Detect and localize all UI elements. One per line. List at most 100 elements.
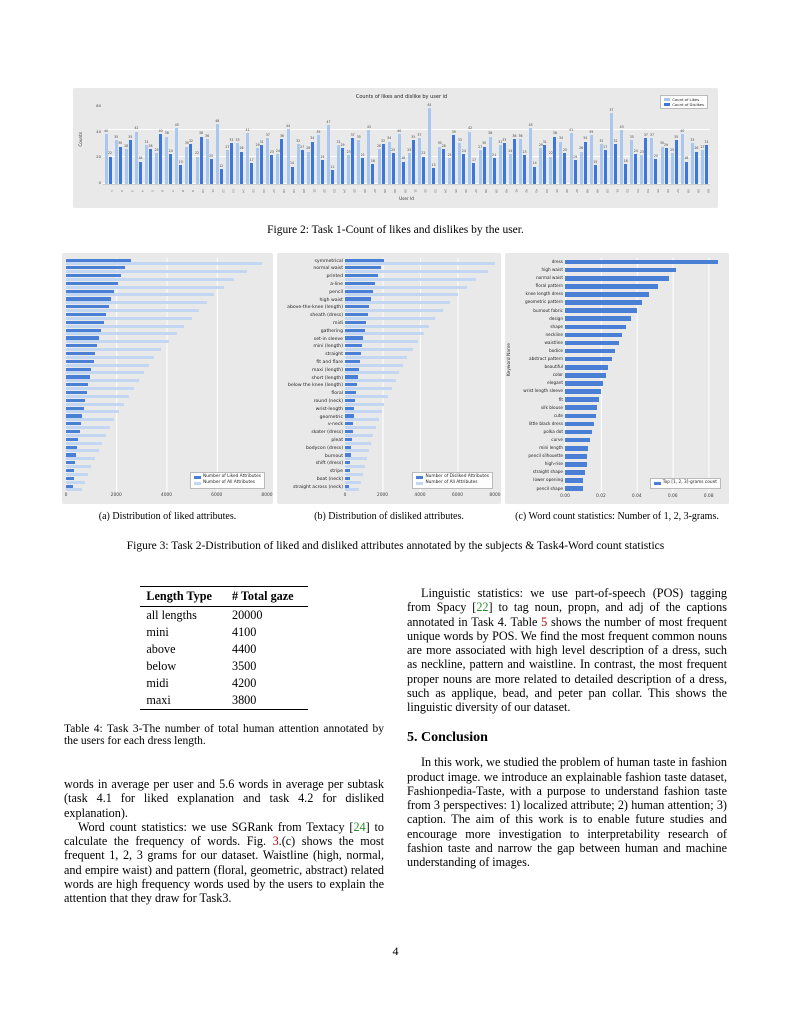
bar: 15 <box>593 160 597 184</box>
bars <box>66 265 267 274</box>
bar: 21 <box>448 153 452 184</box>
bar <box>345 453 351 457</box>
category-label: v-neck <box>327 422 343 428</box>
category-row: high-rise <box>509 460 723 469</box>
bar-value-label: 19 <box>573 155 578 160</box>
bar <box>66 422 81 426</box>
bar-group: 28 35 <box>123 103 133 184</box>
bar <box>66 359 94 363</box>
bar-value-label: 24 <box>275 148 280 153</box>
bars <box>66 484 267 492</box>
paragraph-linguistic-statistics: Linguistic statistics: we use part-of-sp… <box>407 586 727 714</box>
bar <box>345 430 353 434</box>
bars <box>565 355 723 364</box>
x-tick-label: 0.08 <box>703 493 714 499</box>
bar <box>345 281 375 285</box>
x-tick-label: 36 <box>463 188 468 193</box>
bar-group: 33 24 <box>457 103 467 184</box>
bar: 22 <box>549 152 553 184</box>
category-row <box>66 390 267 399</box>
category-row: fit and flare <box>281 359 495 368</box>
bar-value-label: 27 <box>225 145 230 150</box>
bar-value-label: 16 <box>623 158 628 163</box>
bars <box>345 328 495 336</box>
bar-group: 35 24 <box>629 103 639 184</box>
category-label: bodice <box>549 347 563 353</box>
internal-ref-link[interactable]: 5 <box>541 614 548 629</box>
table4-caption: Table 4: Task 3-The number of total huma… <box>64 723 384 747</box>
bar-group: 26 34 <box>578 103 588 184</box>
bar-group: 32 27 <box>598 103 608 184</box>
bar: 30 <box>438 142 442 184</box>
bar <box>565 486 583 491</box>
bar: 31 <box>543 140 547 184</box>
bar <box>66 320 104 324</box>
bar: 44 <box>286 124 290 184</box>
category-label: polka dot <box>543 428 564 434</box>
table-cell: maxi <box>146 693 171 707</box>
bars <box>66 351 267 360</box>
bar <box>66 266 126 270</box>
category-label: normal waist <box>313 266 343 272</box>
bars <box>345 421 495 430</box>
bar <box>345 347 413 352</box>
bar <box>345 476 350 480</box>
bar-group: 42 17 <box>467 103 477 184</box>
bar <box>66 308 200 313</box>
category-row <box>66 265 267 274</box>
bar <box>66 281 118 285</box>
bar-value-label: 29 <box>664 142 669 147</box>
bar <box>345 410 382 414</box>
x-tick-label: 14 <box>241 188 246 193</box>
bars <box>345 382 495 391</box>
bar-group: 48 12 <box>214 103 224 184</box>
internal-ref-link[interactable]: 3 <box>272 834 279 849</box>
bar <box>345 332 424 336</box>
category-label: knee length dress <box>525 291 563 297</box>
bar: 29 <box>256 143 260 184</box>
bar-group: 61 13 <box>427 103 437 184</box>
bar-value-label: 31 <box>704 140 709 145</box>
bar: 25 <box>155 148 159 184</box>
bar-value-label: 24 <box>461 148 466 153</box>
bar-value-label: 36 <box>518 133 523 138</box>
paragraph-conclusion: In this work, we studied the problem of … <box>407 755 727 869</box>
bars <box>565 387 723 396</box>
bars <box>565 419 723 428</box>
x-tick-label: 53 <box>635 188 640 193</box>
bar-value-label: 32 <box>188 138 193 143</box>
bar: 30 <box>185 142 189 184</box>
category-row: a-line <box>281 281 495 290</box>
x-tick-label: 43 <box>534 188 539 193</box>
bar <box>66 328 102 332</box>
legend-label: Count of Dislikes <box>672 101 704 107</box>
bar-value-label: 30 <box>437 141 442 146</box>
bars <box>565 395 723 404</box>
citation-link[interactable]: 22 <box>476 600 489 615</box>
category-row: set-in sleeve <box>281 335 495 344</box>
bar <box>345 437 352 441</box>
bar-value-label: 37 <box>265 132 270 137</box>
x-tick-label: 55 <box>656 188 661 193</box>
category-row: above-the-knee (length) <box>281 304 495 313</box>
bar-value-label: 26 <box>239 146 244 151</box>
bars <box>345 429 495 438</box>
bar-value-label: 17 <box>249 157 254 162</box>
category-label: floral pattern <box>535 283 563 289</box>
citation-link[interactable]: 24 <box>353 819 366 834</box>
x-tick-label: 13 <box>231 188 236 193</box>
category-row <box>66 406 267 414</box>
x-tick-label: 21 <box>312 188 317 193</box>
figure3b-rows: symmetrical normal waist printed a-line penc… <box>281 258 495 492</box>
bar: 20 <box>654 154 658 184</box>
bars <box>345 359 495 368</box>
bar: 34 <box>559 137 563 184</box>
bar: 31 <box>704 140 709 184</box>
category-row: round (neck) <box>281 398 495 407</box>
category-label: sheath (dress) <box>309 313 343 319</box>
bar-value-label: 31 <box>144 140 149 145</box>
bar <box>345 320 366 324</box>
bar <box>66 379 139 383</box>
bar-value-label: 31 <box>542 140 547 145</box>
bars <box>565 460 723 469</box>
